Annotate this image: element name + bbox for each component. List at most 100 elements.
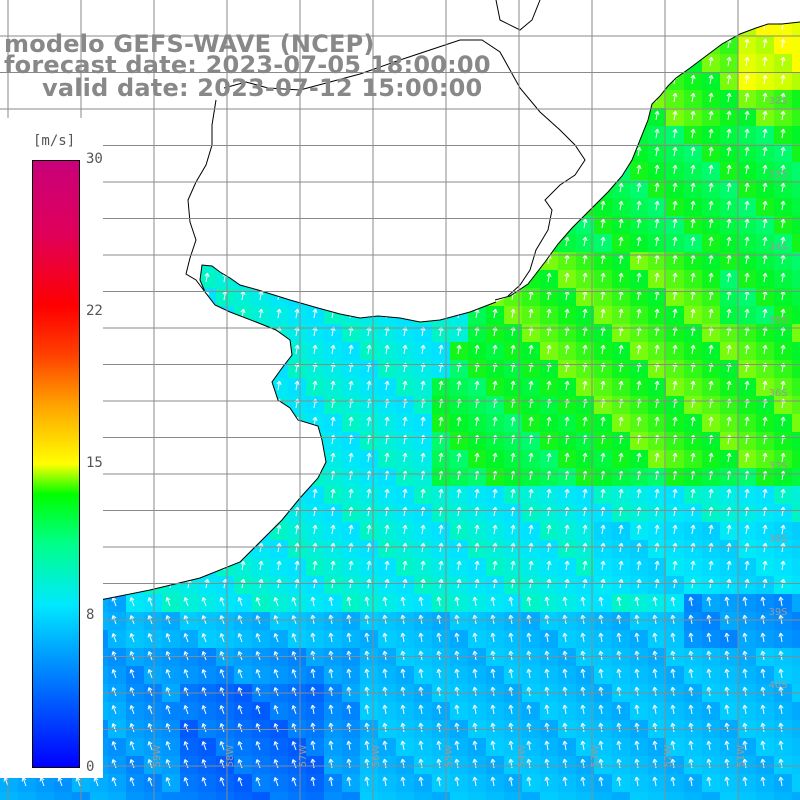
field-cell <box>630 324 649 343</box>
field-cell <box>630 234 649 253</box>
wind-arrow <box>780 128 786 139</box>
field-cell <box>234 648 253 667</box>
field-cell <box>756 126 775 145</box>
field-cell <box>396 468 415 487</box>
field-cell <box>558 630 577 649</box>
field-cell <box>360 378 379 397</box>
field-cell <box>738 558 757 577</box>
wind-arrow <box>492 308 498 319</box>
field-cell <box>684 324 703 343</box>
field-cell <box>666 162 685 181</box>
field-cell <box>450 360 469 379</box>
field-cell <box>522 648 541 667</box>
field-cell <box>504 468 523 487</box>
field-cell <box>432 342 451 361</box>
field-cell <box>126 738 145 757</box>
field-cell <box>720 270 739 289</box>
field-cell <box>684 648 703 667</box>
wind-arrow <box>600 236 606 247</box>
field-cell <box>378 468 397 487</box>
wind-arrow <box>618 308 624 319</box>
field-cell <box>450 522 469 541</box>
field-cell <box>468 396 487 415</box>
field-cell <box>720 450 739 469</box>
field-cell <box>612 432 631 451</box>
field-cell <box>450 342 469 361</box>
field-cell <box>684 360 703 379</box>
field-cell <box>720 792 739 800</box>
wind-arrow <box>780 182 786 193</box>
field-cell <box>288 360 307 379</box>
field-cell <box>612 756 631 775</box>
wind-arrow <box>690 200 696 211</box>
field-cell <box>702 378 721 397</box>
field-cell <box>738 252 757 271</box>
field-cell <box>756 342 775 361</box>
field-cell <box>558 540 577 559</box>
field-cell <box>198 756 217 775</box>
wind-arrow <box>726 56 732 67</box>
field-cell <box>594 540 613 559</box>
field-cell <box>576 774 595 793</box>
field-cell <box>378 792 397 800</box>
field-cell <box>720 108 739 127</box>
field-cell <box>630 486 649 505</box>
field-cell <box>288 594 307 613</box>
wind-arrow <box>708 182 714 193</box>
field-cell <box>774 504 793 523</box>
field-cell <box>720 342 739 361</box>
field-cell <box>396 432 415 451</box>
field-cell <box>414 792 433 800</box>
field-cell <box>450 702 469 721</box>
wind-arrow <box>654 146 660 157</box>
wind-arrow <box>294 380 300 391</box>
field-cell <box>648 540 667 559</box>
field-cell <box>36 792 55 800</box>
field-cell <box>522 432 541 451</box>
wind-arrow <box>474 344 480 355</box>
field-cell <box>648 342 667 361</box>
field-cell <box>288 378 307 397</box>
lon-label: 53W <box>590 745 601 768</box>
field-cell <box>306 306 325 325</box>
field-cell <box>522 450 541 469</box>
field-cell <box>792 90 800 109</box>
field-cell <box>702 450 721 469</box>
field-cell <box>378 432 397 451</box>
field-cell <box>162 738 181 757</box>
wind-arrow <box>690 236 696 247</box>
field-cell <box>738 36 757 55</box>
field-cell <box>162 774 181 793</box>
field-cell <box>540 792 559 800</box>
field-cell <box>792 792 800 800</box>
field-cell <box>342 774 361 793</box>
field-cell <box>612 540 631 559</box>
field-cell <box>612 324 631 343</box>
field-cell <box>756 252 775 271</box>
field-cell <box>306 504 325 523</box>
field-cell <box>612 630 631 649</box>
field-cell <box>558 396 577 415</box>
field-cell <box>702 162 721 181</box>
field-cell <box>720 144 739 163</box>
field-cell <box>612 504 631 523</box>
field-cell <box>522 558 541 577</box>
field-cell <box>450 324 469 343</box>
field-cell <box>756 540 775 559</box>
field-cell <box>720 306 739 325</box>
lat-label: 36S <box>768 388 787 399</box>
wind-arrow <box>438 344 444 355</box>
field-cell <box>792 558 800 577</box>
wind-arrow <box>672 128 678 139</box>
field-cell <box>630 792 649 800</box>
wind-arrow <box>762 218 768 229</box>
wind-arrow <box>690 272 696 283</box>
field-cell <box>108 774 127 793</box>
wind-arrow <box>708 146 714 157</box>
field-cell <box>180 774 199 793</box>
field-cell <box>630 180 649 199</box>
field-cell <box>558 342 577 361</box>
field-cell <box>540 342 559 361</box>
wind-arrow <box>708 92 714 103</box>
wind-arrow <box>780 56 786 67</box>
